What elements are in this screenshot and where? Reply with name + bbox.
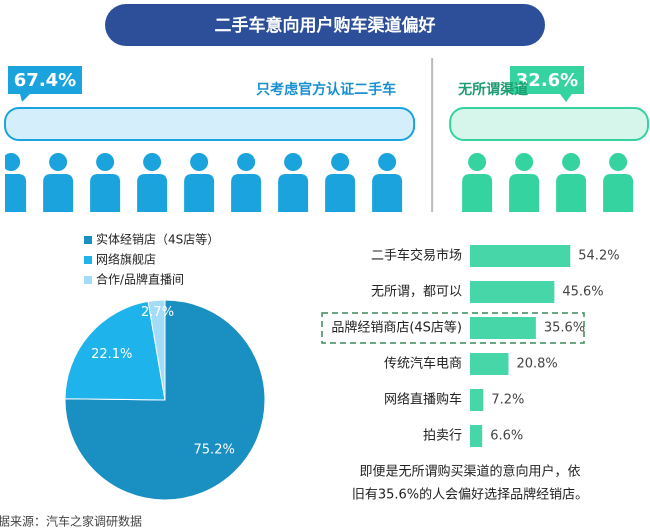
legend-label: 网络旗舰店 (96, 252, 156, 267)
person-head (562, 153, 581, 171)
category-label: 传统汽车电商 (384, 356, 462, 372)
bar (470, 389, 484, 411)
person-icon (184, 153, 215, 212)
person-icon (509, 153, 540, 212)
person-body (603, 174, 634, 212)
category-label: 无所谓，都可以 (371, 285, 462, 300)
person-icon (372, 153, 403, 212)
value-badge (8, 66, 82, 94)
person-head (49, 153, 68, 171)
value-label: 7.2% (491, 393, 524, 408)
person-body (5, 174, 27, 212)
category-label: 二手车交易市场 (371, 248, 462, 264)
category-label: 品牌经销商店(4S店等) (331, 320, 462, 336)
person-body (462, 174, 493, 212)
person-icon (325, 153, 356, 212)
legend-label: 只考虑官方认证二手车 (256, 81, 396, 98)
bar (470, 425, 483, 447)
person-body (43, 174, 74, 212)
split-bar (449, 107, 650, 141)
person-head (468, 153, 487, 171)
person-head (143, 153, 162, 171)
person-body (325, 174, 356, 212)
legend-label: 无所谓渠道 (457, 81, 528, 98)
person-head (609, 153, 628, 171)
person-icon (603, 153, 634, 212)
person-icon (231, 153, 262, 212)
value-label: 6.6% (490, 429, 523, 444)
person-head (284, 153, 303, 171)
person-icon (43, 153, 74, 212)
person-icon (462, 153, 493, 212)
value-label: 20.8% (516, 357, 557, 372)
title: 二手车意向用户购车渠道偏好 (215, 15, 436, 36)
source: 据来源：汽车之家调研数据 (0, 514, 142, 529)
category-label: 拍卖行 (423, 429, 462, 444)
value-label: 45.6% (562, 285, 603, 300)
bar (470, 353, 509, 375)
person-head (378, 153, 397, 171)
person-head (331, 153, 350, 171)
person-icon (278, 153, 309, 212)
legend-swatch (84, 256, 92, 264)
pie-slice (147, 299, 166, 401)
bar (470, 317, 536, 339)
value-label: 75.2% (194, 442, 235, 457)
person-body (278, 174, 309, 212)
person-head (96, 153, 115, 171)
note-line: 旧有35.6%的人会偏好选择品牌经销店。 (352, 487, 588, 503)
person-head (5, 153, 21, 171)
pie-slice (64, 300, 166, 401)
category-label: 网络直播购车 (384, 392, 462, 408)
title-banner (105, 4, 545, 46)
badge-pointer (560, 94, 572, 102)
person-head (515, 153, 534, 171)
legend-label: 实体经销店（4S店等） (96, 232, 219, 247)
value-label: 32.6% (516, 70, 578, 91)
bar (470, 245, 571, 267)
legend-swatch (84, 276, 92, 284)
person-body (90, 174, 121, 212)
value-badge (510, 66, 584, 94)
legend-label: 合作/品牌直播间 (96, 272, 184, 287)
value-label: 35.6% (544, 321, 585, 336)
person-body (137, 174, 168, 212)
value-label: 67.4% (14, 70, 76, 91)
badge-pointer (20, 94, 30, 102)
person-body (509, 174, 540, 212)
person-body (184, 174, 215, 212)
value-label: 22.1% (91, 347, 132, 362)
value-label: 2.7% (141, 305, 174, 320)
split-bar (4, 107, 416, 141)
person-body (231, 174, 262, 212)
person-head (190, 153, 209, 171)
bar (470, 281, 555, 303)
note-line: 即便是无所谓购买渠道的意向用户，依 (359, 464, 580, 480)
value-label: 54.2% (578, 249, 619, 264)
legend-swatch (84, 236, 92, 244)
person-body (372, 174, 403, 212)
person-head (237, 153, 256, 171)
person-body (556, 174, 587, 212)
person-icon (556, 153, 587, 212)
person-icon (137, 153, 168, 212)
person-icon (90, 153, 121, 212)
highlight-box (321, 312, 585, 344)
person-icon (5, 153, 27, 212)
